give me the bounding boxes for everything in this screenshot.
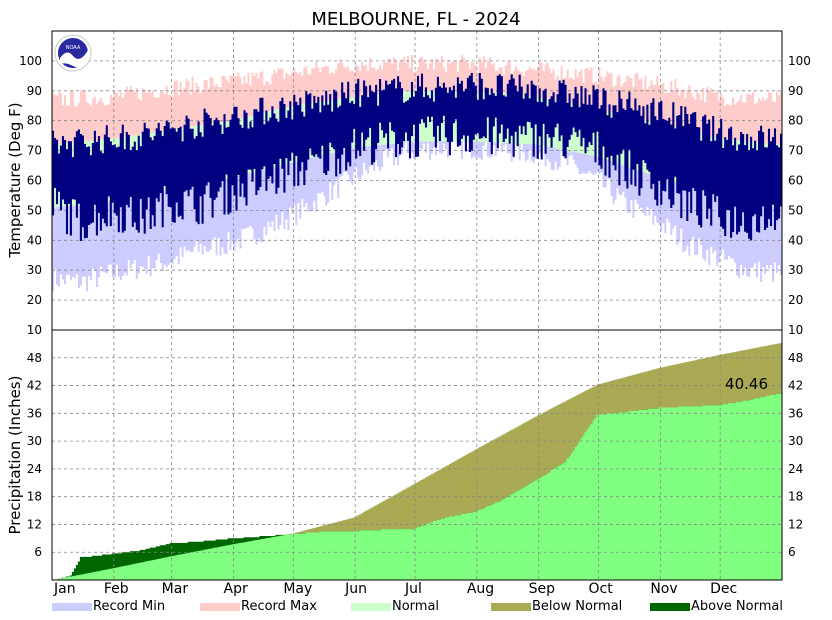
precipitation-areas <box>52 343 782 580</box>
month-labels: Jan Feb Mar Apr May Jun Jul Aug Sep Oct Nov Dec <box>53 581 737 597</box>
month-label: Aug <box>467 581 494 597</box>
legend-label: Record Min <box>93 599 165 614</box>
precipitation-tick-label-left: 18 <box>27 490 42 504</box>
precipitation-tick-label-right: 18 <box>788 490 803 504</box>
legend-swatch <box>351 603 391 611</box>
legend-swatch <box>491 603 531 611</box>
temperature-tick-label-right: 80 <box>788 114 803 128</box>
month-label: Apr <box>224 581 248 597</box>
temperature-axis-label: Temperature (Deg F) <box>6 102 24 258</box>
temperature-tick-label-left: 60 <box>27 174 42 188</box>
precipitation-tick-label-left: 6 <box>34 545 42 559</box>
noaa-logo-icon: NOAA <box>54 34 92 72</box>
temperature-tick-label-left: 70 <box>27 144 42 158</box>
legend-label: Below Normal <box>532 599 622 614</box>
precipitation-tick-label-right: 6 <box>788 545 796 559</box>
precipitation-tick-label-right: 42 <box>788 379 803 393</box>
temperature-tick-label-right: 50 <box>788 203 803 217</box>
precipitation-tick-label-left: 42 <box>27 379 42 393</box>
precipitation-tick-label-left: 30 <box>27 434 42 448</box>
month-label: Jun <box>344 581 367 597</box>
month-label: Mar <box>162 581 189 597</box>
month-label: Dec <box>710 581 737 597</box>
temperature-tick-label-left: 10 <box>27 323 42 337</box>
precipitation-tick-label-right: 30 <box>788 434 803 448</box>
observed-temperature-bars <box>51 73 783 241</box>
month-label: May <box>283 581 312 597</box>
precipitation-grid <box>52 330 782 580</box>
legend-swatch <box>200 603 240 611</box>
precipitation-total-annotation: 40.46 <box>725 375 768 393</box>
precipitation-tick-label-left: 48 <box>27 351 42 365</box>
noaa-logo-wave <box>60 50 88 68</box>
legend-swatch <box>650 603 690 611</box>
precipitation-tick-label-right: 24 <box>788 462 803 476</box>
month-label: Sep <box>529 581 556 597</box>
precipitation-axis-label: Precipitation (Inches) <box>6 376 24 535</box>
precipitation-tick-label-left: 24 <box>27 462 42 476</box>
temperature-tick-label-right: 10 <box>788 323 803 337</box>
temperature-tick-label-right: 90 <box>788 84 803 98</box>
legend-label: Above Normal <box>691 599 783 614</box>
temperature-tick-label-right: 60 <box>788 174 803 188</box>
observed-temperature-bar <box>51 73 783 241</box>
temperature-tick-label-left: 50 <box>27 203 42 217</box>
month-label: Nov <box>650 581 677 597</box>
temperature-tick-label-left: 80 <box>27 114 42 128</box>
observed-precipitation-area <box>52 393 782 580</box>
precipitation-tick-label-right: 36 <box>788 406 803 420</box>
temperature-tick-label-left: 90 <box>27 84 42 98</box>
precipitation-tick-labels: 6 6 12 12 18 18 24 24 30 30 36 36 42 42 48 48 <box>27 351 804 559</box>
month-label: Jan <box>53 581 76 597</box>
precipitation-tick-label-left: 12 <box>27 517 42 531</box>
temperature-tick-label-right: 30 <box>788 263 803 277</box>
temperature-tick-label-right: 100 <box>788 54 811 68</box>
temperature-tick-label-left: 20 <box>27 293 42 307</box>
temperature-tick-label-right: 20 <box>788 293 803 307</box>
legend: Record Min Record Max Normal Below Normal Ab… <box>52 599 783 614</box>
temperature-tick-label-left: 40 <box>27 233 42 247</box>
precipitation-tick-label-right: 48 <box>788 351 803 365</box>
precipitation-tick-label-right: 12 <box>788 517 803 531</box>
legend-label: Normal <box>392 599 439 614</box>
month-label: Jul <box>404 581 422 597</box>
precipitation-frame <box>51 329 783 581</box>
legend-label: Record Max <box>241 599 317 614</box>
legend-swatch <box>52 603 92 611</box>
temperature-tick-labels: 20 20 30 30 40 40 50 50 60 60 70 70 80 80 90 90 100 100 10… <box>19 54 811 337</box>
temperature-tick-label-right: 40 <box>788 233 803 247</box>
precipitation-panel: 6 6 12 12 18 18 24 24 30 30 36 36 42 42 48 48 Precipita… <box>6 330 803 580</box>
plot-frames <box>51 30 783 581</box>
chart-title: MELBOURNE, FL - 2024 <box>311 9 520 30</box>
temperature-panel: 20 20 30 30 40 40 50 50 60 60 70 70 80 80 90 90 100 100 10… <box>6 31 811 337</box>
precipitation-tick-label-left: 36 <box>27 406 42 420</box>
month-label: Feb <box>104 581 129 597</box>
temperature-tick-label-left: 30 <box>27 263 42 277</box>
temperature-tick-label-left: 100 <box>19 54 42 68</box>
temperature-tick-label-right: 70 <box>788 144 803 158</box>
noaa-logo-text: NOAA <box>66 45 81 51</box>
month-label: Oct <box>589 581 614 597</box>
